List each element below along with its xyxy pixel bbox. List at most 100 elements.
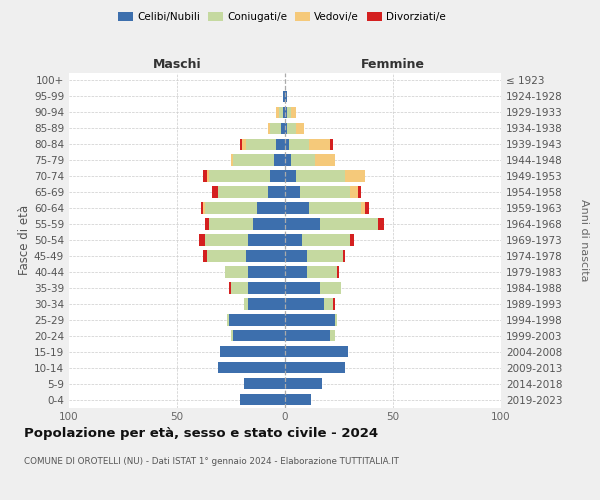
Bar xyxy=(248,282,285,294)
Bar xyxy=(285,186,300,198)
Bar xyxy=(270,170,285,182)
Bar xyxy=(296,122,304,134)
Bar xyxy=(207,250,246,262)
Bar xyxy=(257,202,285,214)
Bar xyxy=(285,314,335,326)
Bar xyxy=(307,250,343,262)
Bar xyxy=(270,122,281,134)
Bar xyxy=(248,298,285,310)
Bar xyxy=(285,154,292,166)
Bar xyxy=(277,106,278,118)
Bar xyxy=(239,394,285,406)
Bar xyxy=(218,186,268,198)
Bar xyxy=(307,266,337,278)
Bar xyxy=(246,138,277,150)
Bar xyxy=(335,314,337,326)
Bar xyxy=(361,202,365,214)
Bar xyxy=(285,330,331,342)
Bar xyxy=(285,218,320,230)
Text: COMUNE DI OROTELLI (NU) - Dati ISTAT 1° gennaio 2024 - Elaborazione TUTTITALIA.I: COMUNE DI OROTELLI (NU) - Dati ISTAT 1° … xyxy=(24,458,399,466)
Bar xyxy=(365,202,369,214)
Bar xyxy=(199,234,205,246)
Bar xyxy=(227,314,229,326)
Bar xyxy=(220,346,285,358)
Bar xyxy=(285,202,309,214)
Bar xyxy=(246,250,285,262)
Bar xyxy=(320,282,341,294)
Bar xyxy=(248,266,285,278)
Bar xyxy=(320,218,378,230)
Bar xyxy=(332,298,335,310)
Bar xyxy=(285,250,307,262)
Bar xyxy=(277,138,285,150)
Bar xyxy=(285,394,311,406)
Bar xyxy=(278,106,283,118)
Bar xyxy=(285,122,287,134)
Bar xyxy=(285,234,302,246)
Bar xyxy=(285,266,307,278)
Bar xyxy=(203,250,207,262)
Bar xyxy=(309,138,331,150)
Bar xyxy=(302,234,350,246)
Bar xyxy=(315,154,335,166)
Bar xyxy=(233,330,285,342)
Bar xyxy=(203,170,207,182)
Bar xyxy=(331,330,335,342)
Bar xyxy=(350,234,354,246)
Bar xyxy=(292,154,315,166)
Bar xyxy=(285,90,287,102)
Bar xyxy=(248,234,285,246)
Bar xyxy=(229,282,231,294)
Bar xyxy=(283,106,285,118)
Bar xyxy=(201,202,203,214)
Bar xyxy=(285,106,287,118)
Bar xyxy=(346,170,365,182)
Bar xyxy=(207,170,209,182)
Bar xyxy=(283,90,285,102)
Bar xyxy=(300,186,350,198)
Bar xyxy=(287,106,292,118)
Bar xyxy=(358,186,361,198)
Bar xyxy=(229,314,285,326)
Bar xyxy=(285,170,296,182)
Bar xyxy=(268,122,270,134)
Bar xyxy=(331,138,332,150)
Bar xyxy=(285,378,322,390)
Bar xyxy=(242,138,246,150)
Bar xyxy=(285,298,324,310)
Bar xyxy=(296,170,346,182)
Bar xyxy=(209,218,253,230)
Bar xyxy=(253,218,285,230)
Bar xyxy=(212,186,218,198)
Bar xyxy=(285,346,347,358)
Text: Popolazione per età, sesso e stato civile - 2024: Popolazione per età, sesso e stato civil… xyxy=(24,428,378,440)
Bar xyxy=(239,138,242,150)
Bar xyxy=(287,122,296,134)
Bar xyxy=(285,138,289,150)
Bar xyxy=(285,282,320,294)
Bar xyxy=(205,218,209,230)
Bar xyxy=(292,106,296,118)
Bar xyxy=(231,154,233,166)
Bar xyxy=(224,266,248,278)
Bar xyxy=(289,138,309,150)
Bar xyxy=(343,250,346,262)
Bar xyxy=(244,298,248,310)
Bar xyxy=(218,362,285,374)
Bar xyxy=(285,362,346,374)
Bar xyxy=(233,154,274,166)
Bar xyxy=(281,122,285,134)
Bar xyxy=(378,218,385,230)
Bar xyxy=(337,266,339,278)
Bar xyxy=(205,234,248,246)
Bar xyxy=(324,298,332,310)
Y-axis label: Anni di nascita: Anni di nascita xyxy=(579,198,589,281)
Text: Femmine: Femmine xyxy=(361,58,425,71)
Bar xyxy=(203,202,205,214)
Bar xyxy=(309,202,361,214)
Y-axis label: Fasce di età: Fasce di età xyxy=(18,205,31,275)
Bar xyxy=(350,186,358,198)
Bar xyxy=(274,154,285,166)
Bar xyxy=(205,202,257,214)
Bar xyxy=(231,330,233,342)
